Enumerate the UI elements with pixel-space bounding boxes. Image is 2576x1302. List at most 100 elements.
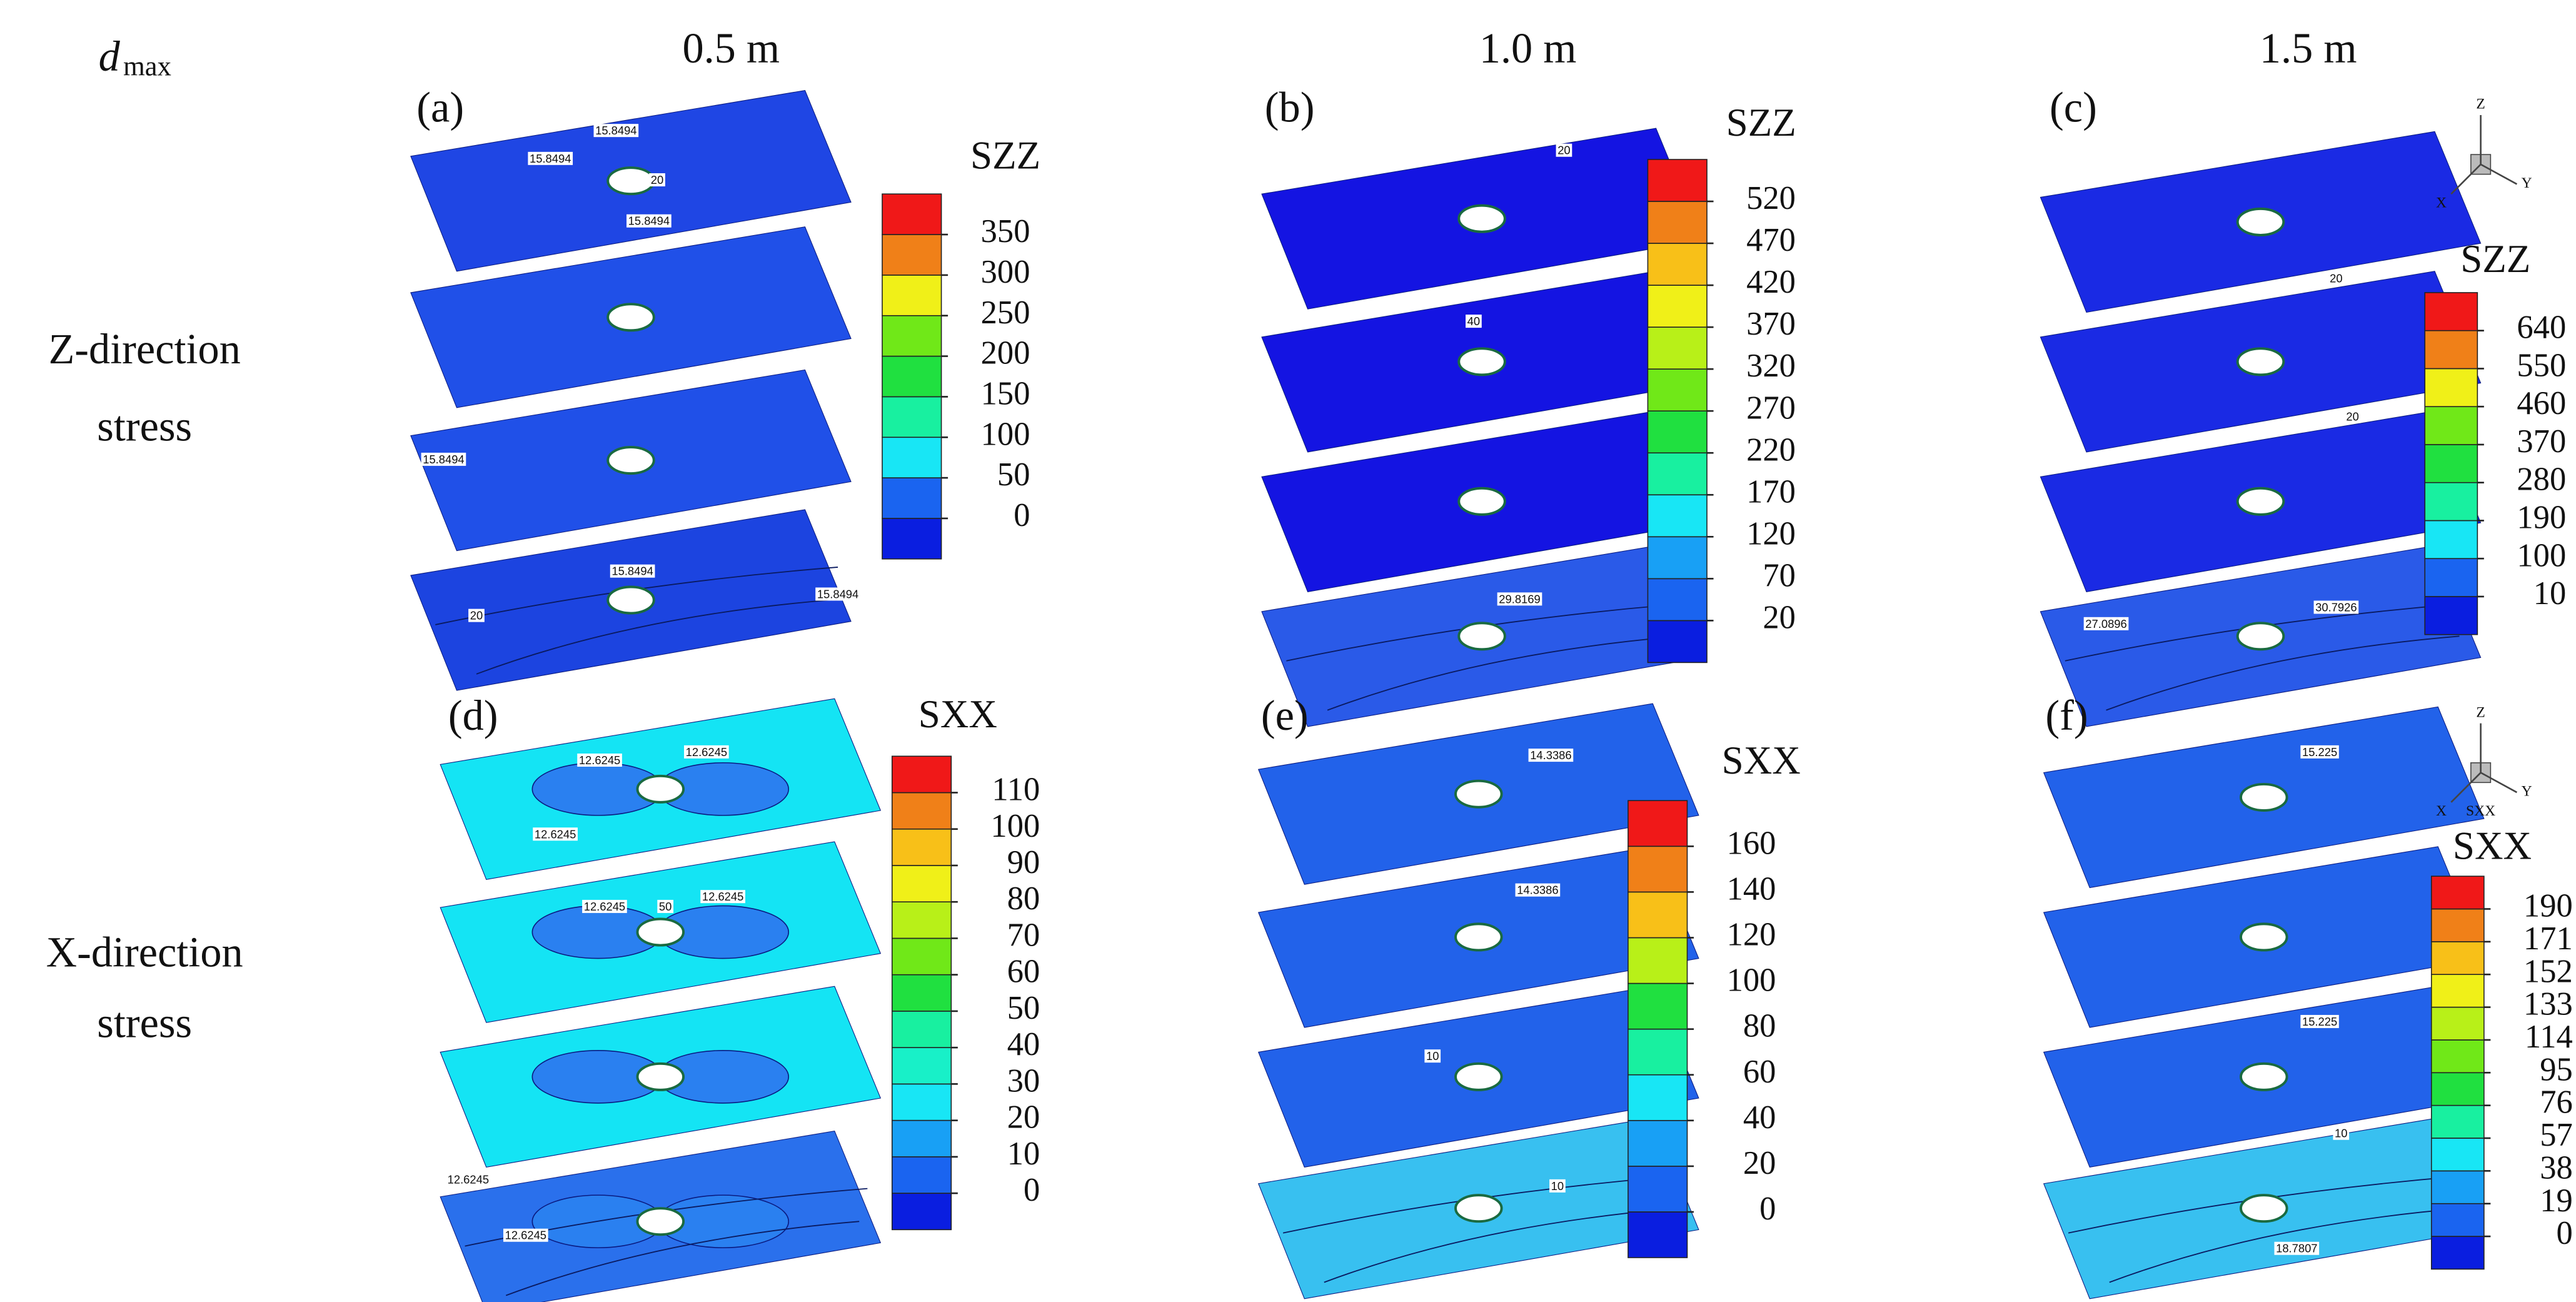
hole <box>636 917 685 947</box>
colorbar-tick-label: 100 <box>2517 537 2566 573</box>
colorbar-tick-label: 170 <box>1746 473 1796 510</box>
colorbar-tick-label: 150 <box>981 375 1030 411</box>
contour-label: 40 <box>1467 315 1480 328</box>
contour-label: 15.225 <box>2302 1015 2337 1028</box>
colorbar-band <box>891 1193 952 1231</box>
hole <box>2240 922 2288 952</box>
contour-line <box>1327 635 1681 711</box>
colorbar-band <box>1647 536 1708 580</box>
contour-label-bg <box>1556 143 1572 157</box>
colorbar-tick-label: 100 <box>1727 962 1776 999</box>
contour-label: 20 <box>1557 144 1570 157</box>
colorbar-band <box>882 437 942 478</box>
axis-label: Y <box>2522 783 2532 799</box>
contour-label: 10 <box>1551 1179 1564 1193</box>
contour-label: 12.6245 <box>584 900 625 913</box>
contour-label: 12.6245 <box>535 827 576 840</box>
contour-label-bg <box>468 608 485 622</box>
contour-label: 10 <box>1426 1049 1439 1062</box>
contour-label: 12.6245 <box>579 754 620 767</box>
hole <box>1454 922 1503 952</box>
contour-line <box>505 1221 860 1296</box>
panel: (c) 20 20 27.0896 30.7926 Z X Y SZZ 6405504603702… <box>2040 83 2567 727</box>
contour-label-bg <box>657 899 674 913</box>
contour-label-bg <box>593 124 639 138</box>
contour-label-bg <box>582 899 627 913</box>
hole <box>1454 779 1503 809</box>
contour-line <box>2109 1208 2463 1283</box>
colorbar-band <box>882 477 942 519</box>
colorbar-tick-label: 140 <box>1727 871 1776 907</box>
contour-label-bg <box>577 753 622 767</box>
colorbar-band <box>891 1156 952 1194</box>
colorbar-band <box>2430 876 2485 910</box>
hole <box>2240 782 2288 812</box>
colorbar-title: SZZ <box>970 133 1040 177</box>
row-label: stress <box>97 402 192 450</box>
contour-label-bg <box>446 1173 491 1186</box>
hole <box>636 1062 685 1091</box>
colorbar-tick-label: 70 <box>1007 917 1040 953</box>
colorbar-band <box>891 1011 952 1048</box>
colorbar-tick-label: 0 <box>1759 1191 1776 1227</box>
axis-label: X <box>2436 194 2447 211</box>
contour-label-bg <box>503 1228 548 1242</box>
colorbar-tick-label: 19 <box>2540 1183 2573 1219</box>
contour-line <box>2106 635 2460 711</box>
colorbar-tick-label: 190 <box>2523 888 2573 924</box>
hole <box>606 303 655 332</box>
contour-label-bg <box>2274 1241 2320 1255</box>
colorbar-tick-label: 50 <box>997 457 1030 493</box>
colorbar-band <box>2424 368 2478 407</box>
colorbar-tick-label: 520 <box>1746 180 1796 216</box>
colorbar-tick-label: 152 <box>2523 953 2573 989</box>
contour-label: 18.7807 <box>2276 1242 2317 1255</box>
colorbar-tick-label: 10 <box>2533 575 2567 612</box>
colorbar-tick-label: 420 <box>1746 264 1796 300</box>
contour-label: 12.6245 <box>702 890 743 903</box>
panel: (d) 12.6245 12.6245 12.6245 12.6245 50 12.6245… <box>440 692 1040 1302</box>
hole <box>1454 1194 1503 1223</box>
colorbar-band <box>1647 159 1708 202</box>
column-header: 1.5 m <box>2260 24 2357 72</box>
hole <box>2236 347 2285 376</box>
colorbar-tick-label: 57 <box>2540 1117 2573 1153</box>
colorbar-band <box>891 937 952 976</box>
colorbar-band <box>1628 982 1688 1030</box>
contour-label-bg <box>2333 1126 2350 1140</box>
colorbar-title: SXX <box>2453 824 2532 868</box>
hole <box>2240 1194 2288 1223</box>
colorbar-band <box>882 234 942 276</box>
row-label: Z-direction <box>49 325 241 373</box>
axis-label: SXX <box>2466 803 2495 819</box>
colorbar-band <box>882 315 942 357</box>
colorbar-tick-label: 470 <box>1746 222 1796 258</box>
panel: (e) 14.3386 14.3386 10 10 SXX 160 140 120 100 80 60… <box>1257 692 1801 1299</box>
colorbar-band <box>2424 482 2478 522</box>
colorbar-tick-label: 114 <box>2525 1019 2573 1055</box>
colorbar-band <box>891 828 952 866</box>
colorbar-band <box>2424 596 2478 635</box>
colorbar-tick-label: 120 <box>1727 917 1776 953</box>
colorbar-band <box>2424 520 2478 559</box>
contour-label-bg <box>2328 271 2345 285</box>
colorbar-band <box>2430 1006 2485 1041</box>
panel-tag: (d) <box>448 692 498 739</box>
colorbar-band <box>2430 908 2485 942</box>
colorbar-band <box>1647 368 1708 411</box>
contour-label: 15.8494 <box>611 565 653 578</box>
contour-label: 15.8494 <box>530 152 571 165</box>
colorbar-band <box>2430 1236 2485 1270</box>
hole <box>606 585 655 615</box>
panel-tag: (c) <box>2050 83 2097 131</box>
contour-label-bg <box>2313 600 2359 614</box>
axis-label: Z <box>2476 96 2485 113</box>
colorbar-band <box>1628 1028 1688 1076</box>
contour-line <box>476 599 830 675</box>
contour-label-bg <box>700 890 745 904</box>
colorbar-tick-label: 0 <box>1014 497 1030 533</box>
contour-label: 15.8494 <box>423 453 464 466</box>
colorbar-tick-label: 50 <box>1007 990 1040 1026</box>
colorbar-band <box>1628 1074 1688 1121</box>
colorbar-tick-label: 171 <box>2523 921 2573 957</box>
